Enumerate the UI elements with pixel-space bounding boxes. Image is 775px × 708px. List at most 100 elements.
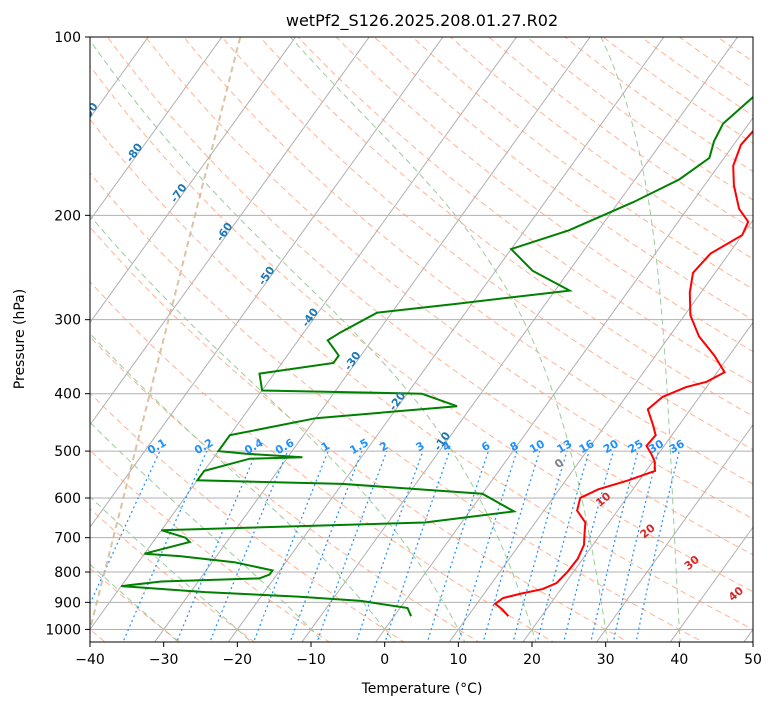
mixing-ratio-line bbox=[635, 450, 680, 642]
dry-adiabat-line bbox=[221, 37, 753, 451]
dry-adiabat-line bbox=[183, 37, 753, 485]
isotherm-label: -100 bbox=[33, 56, 60, 86]
mixing-ratio-label: 8 bbox=[508, 439, 521, 454]
mixing-ratio-label: 6 bbox=[479, 439, 492, 454]
isotherm-label: -50 bbox=[256, 264, 278, 288]
lcl-curve bbox=[90, 37, 242, 634]
dry-adiabat-line bbox=[145, 37, 753, 520]
mixing-ratio-label: 0.6 bbox=[273, 436, 297, 457]
mixing-ratio-line bbox=[482, 450, 541, 642]
moist-adiabat-line bbox=[90, 496, 252, 642]
isotherm-label: -90 bbox=[79, 100, 101, 124]
isotherm-label: -80 bbox=[123, 141, 145, 165]
x-tick-label: −10 bbox=[296, 652, 326, 668]
dry-adiabat-line bbox=[90, 336, 480, 642]
mixing-ratio-line bbox=[536, 450, 590, 642]
isotherm-line bbox=[669, 526, 753, 642]
dry-adiabat-line bbox=[717, 37, 753, 63]
chart-title: wetPf2_S126.2025.208.01.27.R02 bbox=[286, 11, 558, 31]
dry-adiabat-line bbox=[450, 37, 753, 260]
dry-adiabat-line bbox=[90, 449, 331, 642]
mixing-ratio-line bbox=[355, 450, 424, 642]
dry-adiabat-line bbox=[90, 226, 629, 642]
dry-adiabat-line bbox=[488, 37, 753, 230]
dry-adiabat-line bbox=[756, 37, 775, 654]
mixing-ratio-line bbox=[122, 450, 208, 642]
moist-adiabat-line bbox=[90, 563, 179, 642]
isotherm-line bbox=[301, 37, 739, 642]
x-tick-label: −20 bbox=[223, 652, 253, 668]
dry-adiabat-line bbox=[107, 37, 753, 556]
y-tick-label: 800 bbox=[54, 565, 81, 581]
x-tick-label: 30 bbox=[597, 652, 615, 668]
y-tick-label: 600 bbox=[54, 491, 81, 507]
temperature-profile-line bbox=[493, 129, 753, 617]
moist-adiabat-line bbox=[90, 214, 466, 642]
isotherm-line bbox=[90, 37, 444, 529]
axes: −40 −30 −20 −10 0 10 20 30 40 5010009008007006005… bbox=[45, 30, 762, 668]
x-tick-label: −30 bbox=[149, 652, 179, 668]
dry-adiabat-line bbox=[90, 392, 405, 642]
mixing-ratio-line bbox=[612, 450, 660, 642]
isotherm-label: -40 bbox=[299, 305, 321, 329]
isotherm-line bbox=[154, 37, 591, 642]
dry-adiabat-line bbox=[259, 37, 753, 417]
x-tick-label: 40 bbox=[670, 652, 688, 668]
moist-adiabat-line bbox=[600, 37, 681, 642]
mixing-ratio-label: 2 bbox=[377, 439, 390, 454]
mixing-ratio-line bbox=[457, 450, 518, 642]
mixing-ratio-label: 30 bbox=[646, 437, 666, 456]
y-tick-label: 1000 bbox=[45, 622, 81, 638]
adiabat-label: 10 bbox=[593, 489, 613, 509]
y-tick-label: 100 bbox=[54, 30, 81, 46]
y-tick-label: 400 bbox=[54, 387, 81, 403]
mixing-ratio-line bbox=[426, 450, 489, 642]
isotherm-line bbox=[90, 37, 223, 222]
dry-adiabat-line bbox=[526, 37, 753, 201]
mixing-ratio-label: 0.1 bbox=[145, 436, 168, 457]
isotherm-line bbox=[522, 321, 753, 642]
y-tick-label: 900 bbox=[54, 595, 81, 611]
plot-area bbox=[90, 37, 775, 654]
dry-adiabat-line bbox=[335, 37, 753, 353]
reference-labels: -100-90-80-70-60-50-40-30-20-100.1 0.2 0.4… bbox=[33, 56, 746, 604]
mixing-ratio-label: 16 bbox=[577, 437, 597, 456]
mixing-ratio-label: 1.5 bbox=[348, 436, 371, 457]
isotherm-line bbox=[90, 37, 370, 426]
mixing-ratio-line bbox=[512, 450, 568, 642]
mixing-ratio-line bbox=[316, 450, 388, 642]
dry-adiabat-line bbox=[412, 37, 753, 290]
dry-adiabat-line bbox=[641, 37, 753, 117]
dry-adiabat-line bbox=[90, 65, 753, 593]
moist-adiabat-line bbox=[290, 37, 609, 642]
isotherm-label: -60 bbox=[213, 220, 235, 244]
x-tick-label: 20 bbox=[523, 652, 541, 668]
x-axis-title: Temperature (°C) bbox=[361, 681, 483, 697]
mixing-ratio-line bbox=[209, 450, 289, 642]
y-tick-label: 300 bbox=[54, 313, 81, 329]
dry-adiabat-line bbox=[90, 280, 555, 642]
moist-adiabat-line bbox=[90, 39, 537, 642]
moist-adiabat-line bbox=[90, 421, 324, 642]
plot-frame bbox=[89, 36, 754, 643]
mixing-ratio-line bbox=[90, 450, 161, 606]
isotherm-line bbox=[227, 37, 665, 642]
mixing-ratio-line bbox=[289, 450, 363, 642]
x-tick-label: 0 bbox=[380, 652, 389, 668]
mixing-ratio-label: 3 bbox=[414, 439, 427, 454]
y-axis-title: Pressure (hPa) bbox=[12, 289, 28, 389]
mixing-ratio-line bbox=[253, 450, 329, 642]
dry-adiabat-line bbox=[90, 118, 753, 630]
isotherm-line bbox=[375, 116, 753, 642]
mixing-ratio-line bbox=[384, 450, 451, 642]
adiabat-label: 40 bbox=[726, 584, 746, 604]
moist-adiabat-line bbox=[90, 332, 395, 642]
isotherm-label: -70 bbox=[168, 181, 190, 205]
x-tick-label: −40 bbox=[75, 652, 105, 668]
dry-adiabat-line bbox=[297, 37, 753, 385]
mixing-ratio-line bbox=[176, 450, 258, 642]
adiabat-label: 0 bbox=[552, 456, 566, 471]
isotherm-label: -30 bbox=[342, 349, 364, 373]
dry-adiabat-line bbox=[90, 172, 704, 642]
